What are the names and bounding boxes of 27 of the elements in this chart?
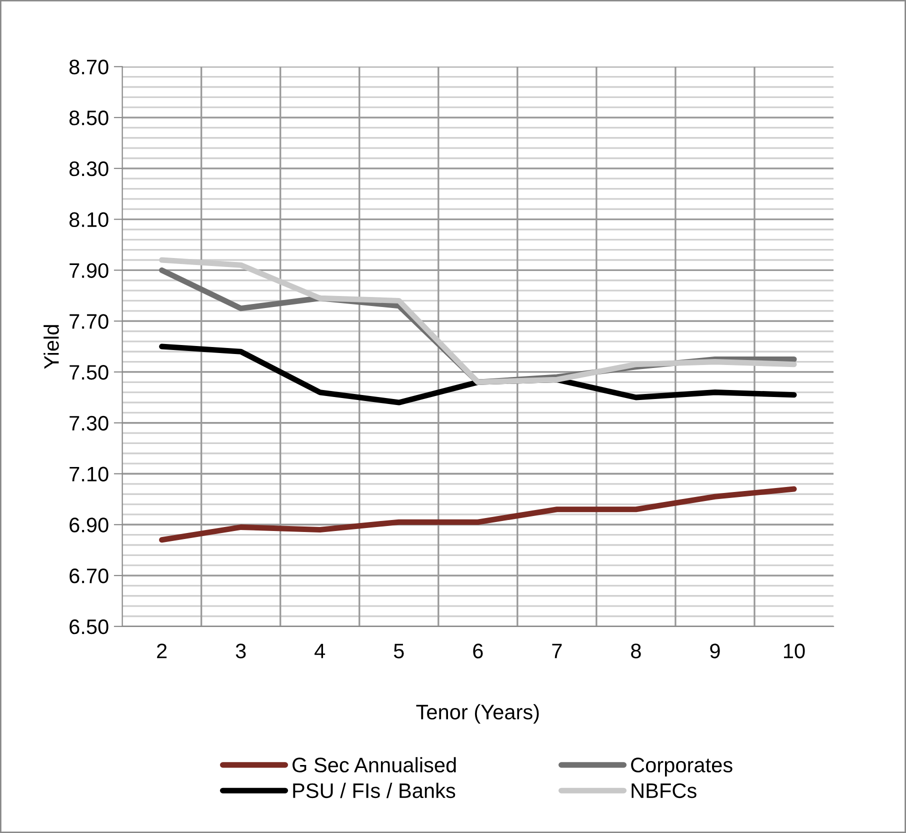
y-tick-label: 7.90 bbox=[70, 263, 108, 278]
y-tick-label: 6.50 bbox=[70, 619, 108, 634]
legend-label: Corporates bbox=[631, 758, 732, 777]
y-tick-label: 6.70 bbox=[70, 568, 108, 584]
x-axis-title: Tenor (Years) bbox=[416, 704, 539, 724]
y-tick-label: 8.30 bbox=[69, 161, 108, 176]
y-tick-label: 7.10 bbox=[70, 466, 108, 482]
x-tick-label: 7 bbox=[552, 644, 562, 658]
y-tick-label: 7.70 bbox=[70, 314, 108, 329]
y-tick-label: 7.50 bbox=[70, 364, 108, 380]
x-tick-label: 5 bbox=[394, 644, 404, 658]
legend-label: G Sec Annualised bbox=[292, 757, 456, 772]
y-tick-label: 8.50 bbox=[69, 110, 108, 126]
y-tick-label: 6.90 bbox=[70, 518, 108, 532]
y-tick-label: 7.30 bbox=[70, 416, 108, 431]
legend-label: NBFCs bbox=[632, 783, 696, 798]
legend-label: PSU / FIs / Banks bbox=[293, 782, 456, 798]
x-tick-label: 6 bbox=[473, 644, 483, 658]
x-tick-label: 10 bbox=[784, 644, 805, 658]
y-tick-label: 8.70 bbox=[69, 60, 108, 74]
x-tick-label: 2 bbox=[157, 644, 167, 658]
x-tick-label: 9 bbox=[710, 644, 720, 658]
x-tick-label: 8 bbox=[631, 644, 641, 658]
x-tick-label: 4 bbox=[314, 644, 326, 658]
y-tick-label: 8.10 bbox=[69, 212, 108, 228]
y-axis-title: Yield bbox=[44, 325, 59, 369]
x-tick-label: 3 bbox=[236, 644, 246, 658]
